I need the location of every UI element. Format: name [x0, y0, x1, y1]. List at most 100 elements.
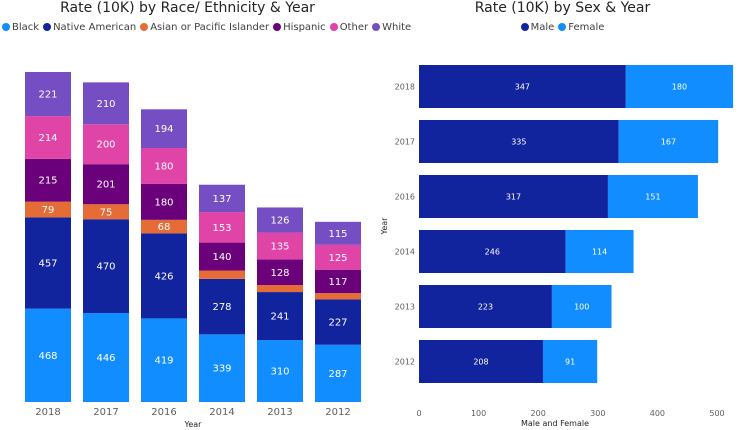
bar-segment-hispanic-2017[interactable]: [83, 164, 129, 205]
data-label-hispanic-2012: 117: [328, 277, 347, 288]
data-label-female-2012: 91: [565, 358, 575, 367]
bar-segment-native-american-2017[interactable]: [83, 219, 129, 314]
data-label-other-2012: 125: [328, 253, 347, 264]
bar-segment-native-american-2012[interactable]: [315, 299, 361, 345]
bar-segment-asian-or-pacific-islander-2014[interactable]: [199, 270, 245, 279]
bar-segment-native-american-2016[interactable]: [141, 233, 187, 319]
data-label-male-2018: 347: [515, 83, 530, 92]
bar-segment-female-2017[interactable]: [618, 120, 719, 163]
x-tick-label-300: 300: [590, 409, 605, 418]
data-label-hispanic-2013: 128: [270, 268, 289, 279]
legend-dot-icon: [2, 23, 10, 31]
bar-segment-white-2018[interactable]: [25, 72, 71, 117]
data-label-other-2016: 180: [154, 161, 173, 172]
bar-segment-other-2018[interactable]: [25, 116, 71, 159]
y-tick-label-2013: 2013: [395, 303, 415, 312]
data-label-black-2013: 310: [270, 367, 289, 378]
bar-segment-female-2016[interactable]: [607, 175, 698, 218]
bar-segment-native-american-2018[interactable]: [25, 217, 71, 309]
race-legend-white[interactable]: White: [372, 22, 411, 33]
data-label-white-2016: 194: [154, 124, 173, 135]
bar-segment-male-2013[interactable]: [419, 285, 552, 328]
bar-segment-asian-or-pacific-islander-2017[interactable]: [83, 204, 129, 220]
bar-segment-white-2012[interactable]: [315, 221, 361, 245]
bar-segment-white-2014[interactable]: [199, 184, 245, 213]
bar-segment-other-2012[interactable]: [315, 244, 361, 270]
bar-segment-male-2016[interactable]: [419, 175, 608, 218]
data-label-hispanic-2018: 215: [38, 176, 57, 187]
bar-segment-other-2016[interactable]: [141, 148, 187, 184]
bar-segment-white-2013[interactable]: [257, 207, 303, 233]
bar-segment-white-2017[interactable]: [83, 82, 129, 125]
sex-legend-female[interactable]: Female: [558, 22, 604, 33]
bar-segment-native-american-2013[interactable]: [257, 292, 303, 341]
sex-chart-legend[interactable]: Male Female: [375, 22, 750, 33]
bar-segment-asian-or-pacific-islander-2016[interactable]: [141, 219, 187, 234]
data-label-male-2016: 317: [506, 193, 521, 202]
data-label-asian-or-pacific-islander-2016: 68: [158, 222, 171, 233]
bar-segment-native-american-2014[interactable]: [199, 278, 245, 335]
bar-segment-asian-or-pacific-islander-2018[interactable]: [25, 201, 71, 218]
sex-legend-male[interactable]: Male: [520, 22, 554, 33]
data-label-hispanic-2017: 201: [96, 180, 115, 191]
bar-segment-female-2013[interactable]: [551, 285, 612, 328]
race-legend-other[interactable]: Other: [329, 22, 369, 33]
x-tick-label-400: 400: [650, 409, 665, 418]
bar-segment-black-2016[interactable]: [141, 318, 187, 402]
x-tick-label-2016: 2016: [151, 407, 176, 418]
bar-segment-hispanic-2014[interactable]: [199, 242, 245, 271]
bar-segment-hispanic-2018[interactable]: [25, 158, 71, 202]
race-chart-plot: 468 457 79 215 214 221 2018 446 470 75 201 200 210 20…: [25, 72, 361, 429]
bar-segment-female-2014[interactable]: [565, 230, 634, 273]
x-axis-title: Male and Female: [521, 419, 589, 428]
legend-dot-icon: [372, 23, 381, 31]
bar-segment-other-2013[interactable]: [257, 232, 303, 260]
data-label-female-2016: 151: [645, 193, 660, 202]
data-label-native-american-2014: 278: [212, 302, 231, 313]
bar-segment-black-2018[interactable]: [25, 308, 71, 402]
race-legend-native-american[interactable]: Native American: [43, 22, 136, 33]
bar-segment-hispanic-2012[interactable]: [315, 269, 361, 294]
data-label-white-2014: 137: [212, 194, 231, 205]
bar-segment-asian-or-pacific-islander-2013[interactable]: [257, 285, 303, 293]
data-label-black-2018: 468: [38, 351, 57, 362]
data-label-male-2017: 335: [511, 138, 526, 147]
bar-segment-hispanic-2013[interactable]: [257, 259, 303, 286]
bar-segment-black-2014[interactable]: [199, 334, 245, 402]
race-ethnicity-chart: Rate (10K) by Race/ Ethnicity & Year Bla…: [0, 0, 411, 429]
bar-segment-male-2018[interactable]: [419, 65, 626, 108]
legend-label: Native American: [53, 22, 137, 33]
x-tick-label-2017: 2017: [93, 407, 118, 418]
bar-segment-female-2012[interactable]: [542, 340, 598, 383]
bar-segment-hispanic-2016[interactable]: [141, 183, 187, 220]
bar-segment-other-2014[interactable]: [199, 212, 245, 243]
x-tick-label-500: 500: [709, 409, 724, 418]
sex-chart-plot: 347 180 2018 335 167 2017 317 151 2016 246 114 2014…: [380, 65, 734, 428]
data-label-white-2013: 126: [270, 216, 289, 227]
race-chart-legend[interactable]: Black Native American Asian or Pacific Isl…: [0, 22, 411, 33]
legend-dot-icon: [558, 23, 567, 31]
bar-segment-other-2017[interactable]: [83, 124, 129, 165]
legend-dot-icon: [273, 23, 282, 31]
legend-label: Other: [339, 22, 369, 33]
legend-dot-icon: [329, 23, 338, 31]
x-tick-label-2014: 2014: [209, 407, 234, 418]
bar-segment-asian-or-pacific-islander-2012[interactable]: [315, 293, 361, 300]
race-legend-hispanic[interactable]: Hispanic: [273, 22, 326, 33]
bar-segment-black-2013[interactable]: [257, 340, 303, 402]
data-label-black-2012: 287: [328, 369, 347, 380]
bar-segment-female-2018[interactable]: [625, 65, 734, 108]
data-label-white-2012: 115: [328, 229, 347, 240]
bar-segment-black-2012[interactable]: [315, 344, 361, 402]
y-tick-label-2017: 2017: [395, 138, 415, 147]
bar-segment-black-2017[interactable]: [83, 313, 129, 402]
data-label-other-2018: 214: [38, 133, 57, 144]
bar-segment-male-2012[interactable]: [419, 340, 543, 383]
data-label-other-2013: 135: [270, 242, 289, 253]
race-legend-asian-or-pacific-islander[interactable]: Asian or Pacific Islander: [140, 22, 269, 33]
bar-segment-white-2016[interactable]: [141, 109, 187, 149]
bar-segment-male-2014[interactable]: [419, 230, 566, 273]
race-legend-black[interactable]: Black: [2, 22, 39, 33]
data-label-asian-or-pacific-islander-2017: 75: [100, 207, 113, 218]
bar-segment-male-2017[interactable]: [419, 120, 619, 163]
